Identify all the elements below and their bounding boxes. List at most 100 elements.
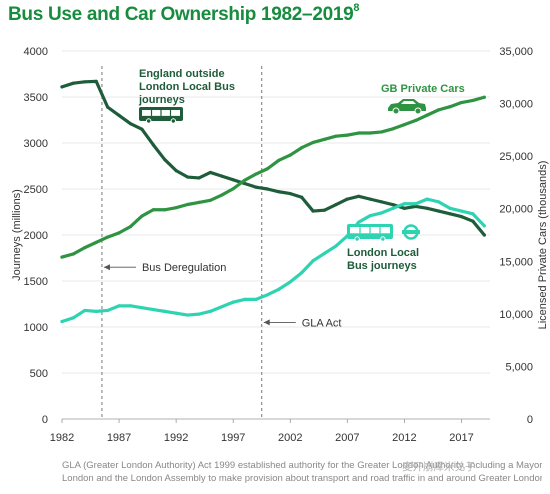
data-point — [254, 185, 258, 189]
y-right-tick-label: 15,000 — [499, 256, 533, 268]
data-point — [437, 209, 441, 213]
data-point — [482, 224, 486, 228]
data-point — [448, 105, 452, 109]
footnote-line-2: London and the London Assembly to make p… — [62, 473, 542, 484]
data-point — [174, 311, 178, 315]
data-point — [277, 158, 281, 162]
data-point — [71, 316, 76, 320]
data-point — [265, 167, 270, 171]
data-point — [425, 206, 429, 210]
x-tick-label: 2012 — [392, 432, 416, 444]
series-label-london: London Local — [347, 247, 419, 259]
data-point — [94, 240, 98, 244]
data-point — [357, 220, 361, 224]
data-point — [425, 113, 429, 117]
data-point — [197, 200, 201, 205]
y-right-axis-label: Licensed Private Cars (thousands) — [537, 161, 549, 330]
data-point — [254, 172, 258, 176]
data-point — [288, 192, 292, 196]
data-point — [471, 212, 475, 216]
data-point — [482, 233, 486, 237]
data-point — [140, 127, 144, 131]
data-point — [300, 146, 304, 150]
series-label-england: England outside — [139, 68, 225, 80]
data-point — [288, 280, 292, 284]
data-point — [231, 187, 235, 191]
data-point — [265, 187, 270, 191]
y-right-tick-label: 10,000 — [499, 309, 533, 321]
data-point — [128, 122, 133, 126]
y-right-tick-label: 0 — [527, 414, 533, 426]
data-point — [402, 123, 406, 127]
data-point — [220, 305, 224, 309]
data-point — [197, 176, 201, 180]
data-point — [83, 246, 87, 250]
data-point — [185, 175, 190, 179]
data-point — [220, 193, 224, 197]
data-point — [379, 130, 384, 134]
series-line-0 — [60, 79, 486, 237]
x-tick-label: 1987 — [107, 432, 131, 444]
data-point — [140, 214, 144, 218]
series-label-england: London Local Bus — [139, 81, 235, 93]
annotation-arrow-head — [263, 319, 270, 326]
data-point — [379, 211, 384, 215]
data-point — [117, 231, 121, 235]
footnote-line-1: GLA (Greater London Authority) Act 1999 … — [62, 460, 542, 471]
data-point — [357, 194, 361, 198]
data-point — [163, 309, 167, 313]
data-point — [311, 140, 315, 145]
data-point — [414, 118, 418, 122]
footnote: GLA (Greater London Authority) Act 1999 … — [62, 459, 542, 485]
y-right-tick-label: 30,000 — [499, 99, 533, 111]
y-left-tick-label: 2000 — [24, 230, 48, 242]
data-point — [151, 143, 155, 147]
y-left-tick-label: 3500 — [24, 92, 48, 104]
data-point — [391, 206, 395, 210]
y-left-axis-label: Journeys (millions) — [11, 189, 23, 281]
data-point — [459, 215, 464, 219]
data-point — [60, 85, 64, 89]
data-point — [425, 197, 429, 201]
data-point — [277, 190, 281, 194]
data-point — [311, 209, 315, 213]
annotation-arrow-head — [103, 264, 110, 271]
data-point — [459, 100, 464, 105]
data-point — [71, 81, 76, 85]
x-tick-label: 1997 — [221, 432, 245, 444]
data-point — [197, 312, 201, 316]
data-point — [391, 203, 395, 207]
data-point — [117, 304, 121, 308]
y-left-tick-label: 3000 — [24, 138, 48, 150]
data-point — [83, 308, 87, 313]
data-point — [345, 197, 349, 201]
data-point — [368, 214, 372, 218]
data-point — [243, 178, 247, 182]
data-point — [60, 319, 64, 324]
title-footnote-marker: 8 — [353, 2, 360, 14]
data-point — [231, 178, 235, 182]
data-point — [368, 197, 372, 201]
data-point — [128, 224, 133, 229]
data-point — [151, 208, 155, 212]
data-point — [60, 255, 64, 259]
data-point — [311, 259, 315, 263]
watermark: 麦开崩库米兑子 — [402, 461, 476, 473]
data-point — [106, 308, 110, 313]
data-point — [243, 297, 247, 301]
series-label-england: journeys — [138, 94, 185, 106]
data-point — [459, 209, 464, 213]
y-left-tick-label: 4000 — [24, 46, 48, 58]
data-point — [482, 95, 486, 99]
data-point — [357, 131, 361, 135]
data-point — [471, 219, 475, 223]
data-point — [391, 127, 395, 131]
series-label-cars: GB Private Cars — [381, 83, 465, 95]
y-left-tick-label: 500 — [30, 368, 48, 380]
x-tick-label: 1992 — [164, 432, 188, 444]
data-point — [208, 198, 212, 202]
data-point — [94, 79, 98, 83]
annotation-label: GLA Act — [302, 317, 342, 329]
bus-icon — [347, 224, 393, 242]
data-point — [334, 244, 338, 248]
